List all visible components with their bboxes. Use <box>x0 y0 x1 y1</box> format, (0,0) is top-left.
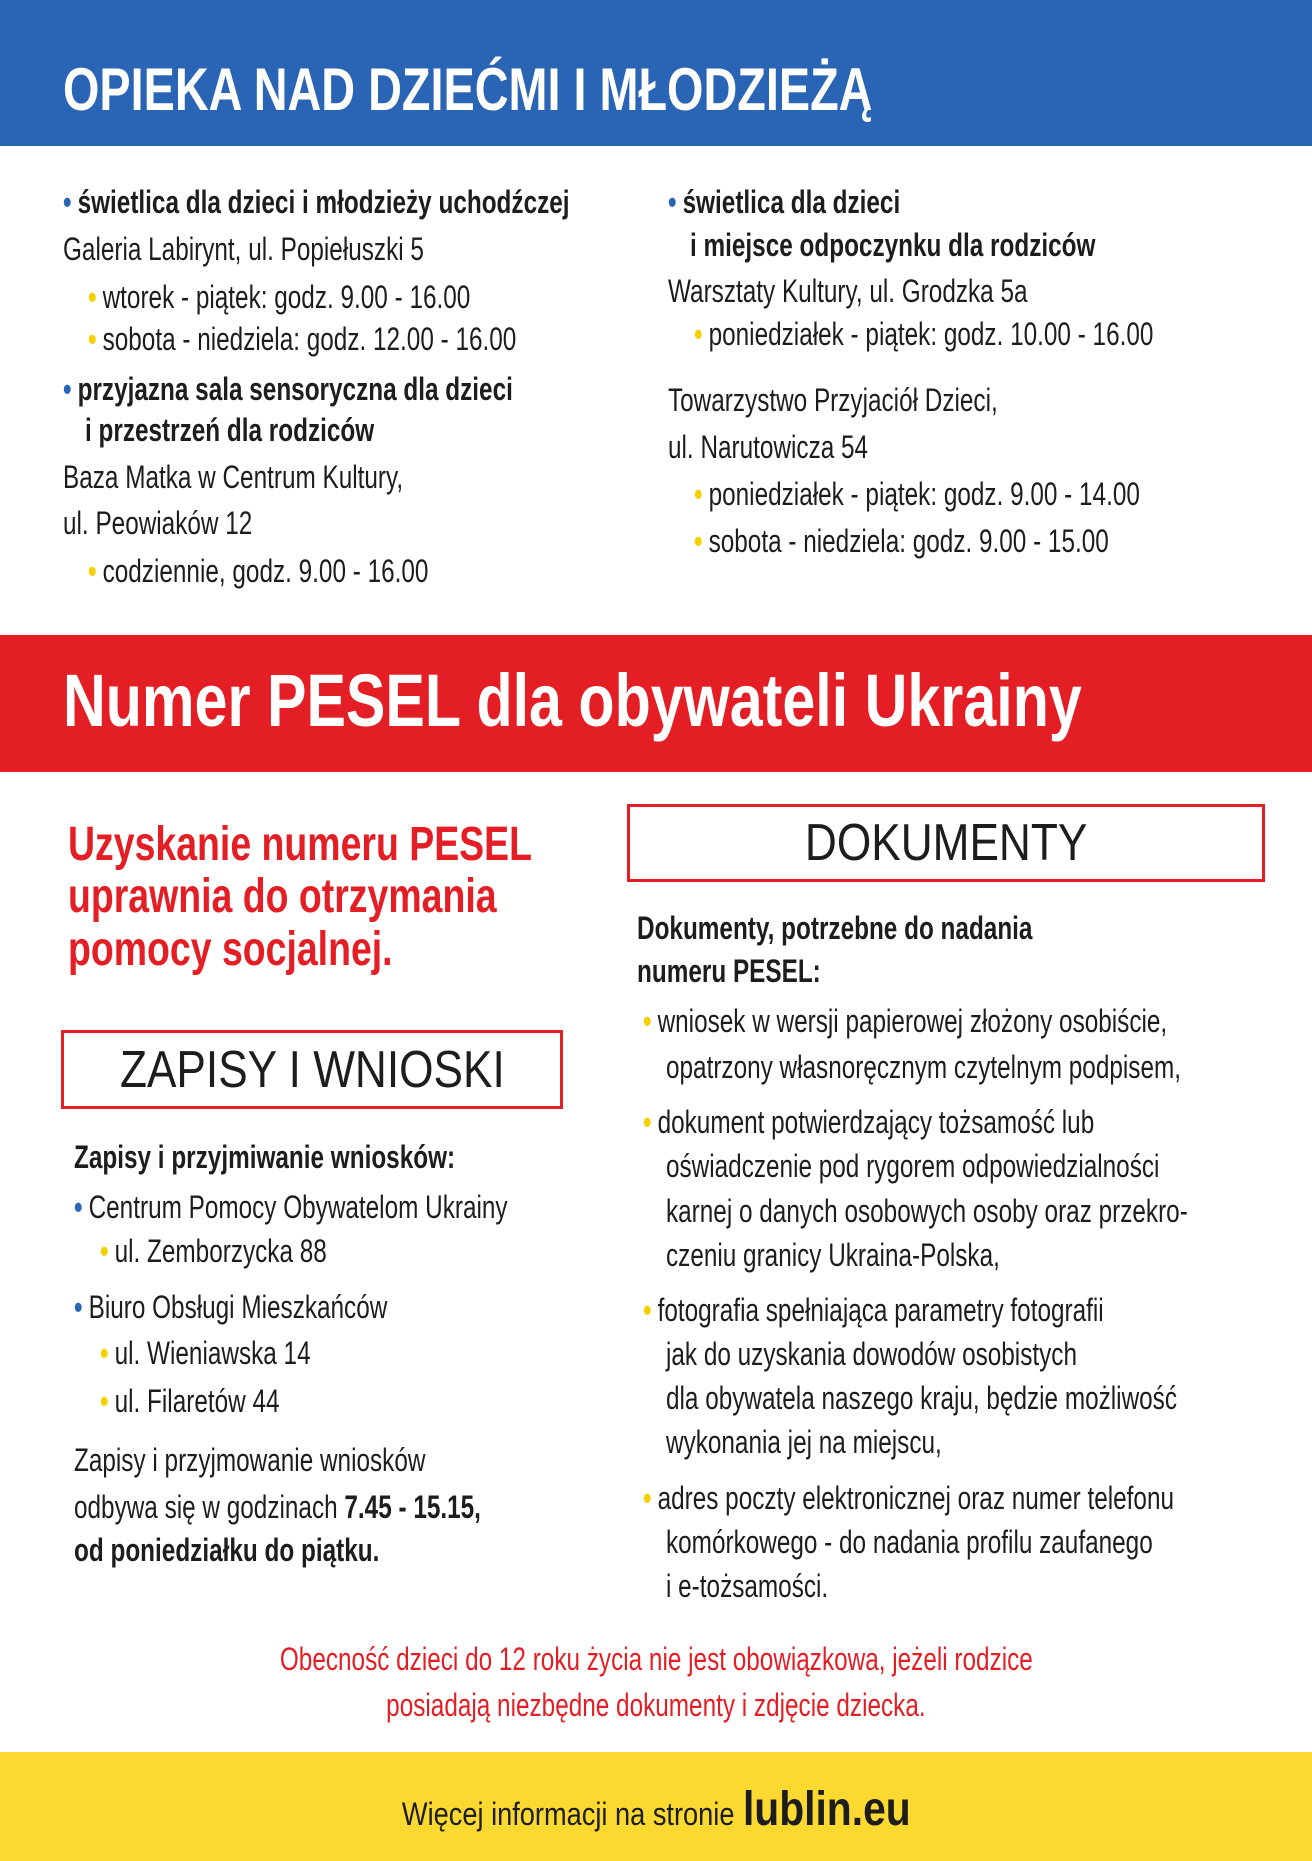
hours-value: 7.45 - 15.15, <box>344 1489 481 1525</box>
item-title-cont: i przestrzeń dla rodziców <box>85 412 375 448</box>
hours-text: Zapisy i przyjmowanie wniosków <box>74 1442 426 1478</box>
document-item: • adres poczty elektronicznej oraz numer … <box>643 1478 1174 1518</box>
document-text: adres poczty elektronicznej oraz numer t… <box>657 1480 1174 1516</box>
dokumenty-box: DOKUMENTY <box>627 804 1265 882</box>
hours-text: sobota - niedziela: godz. 12.00 - 16.00 <box>102 321 517 357</box>
hours: • poniedziałek - piątek: godz. 10.00 - 16… <box>694 314 1153 354</box>
hours-text: poniedziałek - piątek: godz. 10.00 - 16.… <box>708 316 1154 352</box>
header-band-blue <box>0 0 1312 146</box>
document-item: • dokument potwierdzający tożsamość lub <box>643 1102 1094 1142</box>
bullet-icon: • <box>643 1003 652 1039</box>
hours-text: odbywa się w godzinach 7.45 - 15.15, <box>74 1487 481 1527</box>
bullet-icon: • <box>694 476 703 512</box>
bullet-icon: • <box>63 184 72 220</box>
office-address: • ul. Filaretów 44 <box>100 1381 280 1421</box>
bullet-icon: • <box>100 1383 109 1419</box>
zapisy-heading: Zapisy i przyjmiwanie wniosków: <box>74 1139 456 1175</box>
document-text: karnej o danych osobowych osoby oraz prz… <box>666 1193 1188 1229</box>
hours: • poniedziałek - piątek: godz. 9.00 - 14.… <box>694 474 1140 514</box>
address-text: ul. Filaretów 44 <box>114 1383 280 1419</box>
dokumenty-heading: Dokumenty, potrzebne do nadania <box>637 910 1033 946</box>
hours: • codziennie, godz. 9.00 - 16.00 <box>88 551 428 591</box>
document-item: • wniosek w wersji papierowej złożony oso… <box>643 1001 1167 1041</box>
list-item: • świetlica dla dzieci <box>668 182 900 222</box>
hours-text: wtorek - piątek: godz. 9.00 - 16.00 <box>102 279 471 315</box>
hours: • wtorek - piątek: godz. 9.00 - 16.00 <box>88 277 470 317</box>
item-title: świetlica dla dzieci <box>682 184 901 220</box>
bullet-icon: • <box>643 1292 652 1328</box>
zapisy-box: ZAPISY I WNIOSKI <box>61 1030 563 1109</box>
document-text: dokument potwierdzający tożsamość lub <box>657 1104 1095 1140</box>
bullet-icon: • <box>694 523 703 559</box>
office: • Biuro Obsługi Mieszkańców <box>74 1287 387 1327</box>
document-text: dla obywatela naszego kraju, będzie możl… <box>666 1380 1177 1416</box>
document-item: • fotografia spełniająca parametry fotogr… <box>643 1290 1104 1330</box>
bullet-icon: • <box>643 1104 652 1140</box>
item-title: przyjazna sala sensoryczna dla dzieci <box>77 371 513 407</box>
hours-text: poniedziałek - piątek: godz. 9.00 - 14.0… <box>708 476 1140 512</box>
bullet-icon: • <box>100 1335 109 1371</box>
address-text: ul. Zemborzycka 88 <box>114 1233 327 1269</box>
office: • Centrum Pomocy Obywatelom Ukrainy <box>74 1187 508 1227</box>
document-text: i e-tożsamości. <box>666 1568 829 1604</box>
address: Warsztaty Kultury, ul. Grodzka 5a <box>668 273 1028 309</box>
lead-text: pomocy socjalnej. <box>68 923 393 976</box>
bullet-icon: • <box>668 184 677 220</box>
lead-text: uprawnia do otrzymania <box>68 870 497 923</box>
hours: • sobota - niedziela: godz. 9.00 - 15.00 <box>694 521 1109 561</box>
address-text: ul. Wieniawska 14 <box>114 1335 311 1371</box>
hours-text: codziennie, godz. 9.00 - 16.00 <box>102 553 429 589</box>
section-title-pesel: Numer PESEL dla obywateli Ukrainy <box>63 659 1082 742</box>
document-text: jak do uzyskania dowodów osobistych <box>666 1336 1077 1372</box>
bullet-icon: • <box>694 316 703 352</box>
box-title: DOKUMENTY <box>804 814 1088 872</box>
note-text: posiadają niezbędne dokumenty i zdjęcie … <box>386 1687 926 1723</box>
note-text: Obecność dzieci do 12 roku życia nie jes… <box>279 1641 1033 1677</box>
address: Towarzystwo Przyjaciół Dzieci, <box>668 382 998 418</box>
office-name: Centrum Pomocy Obywatelom Ukrainy <box>88 1189 508 1225</box>
item-title: świetlica dla dzieci i młodzieży uchodźc… <box>77 184 570 220</box>
document-text: opatrzony własnoręcznym czytelnym podpis… <box>666 1049 1181 1085</box>
bullet-icon: • <box>74 1189 83 1225</box>
address: Baza Matka w Centrum Kultury, <box>63 459 404 495</box>
note-line: Obecność dzieci do 12 roku życia nie jes… <box>0 1639 1312 1679</box>
hours-text: sobota - niedziela: godz. 9.00 - 15.00 <box>708 523 1109 559</box>
document-text: fotografia spełniająca parametry fotogra… <box>657 1292 1104 1328</box>
hours: • sobota - niedziela: godz. 12.00 - 16.00 <box>88 319 516 359</box>
hours-days: od poniedziałku do piątku. <box>74 1532 380 1568</box>
bullet-icon: • <box>88 321 97 357</box>
address: Galeria Labirynt, ul. Popiełuszki 5 <box>63 231 424 267</box>
header-band-red <box>0 635 1312 772</box>
list-item: • przyjazna sala sensoryczna dla dzieci <box>63 369 513 409</box>
hours-prefix: odbywa się w godzinach <box>74 1489 345 1525</box>
bullet-icon: • <box>643 1480 652 1516</box>
box-title: ZAPISY I WNIOSKI <box>119 1040 505 1099</box>
document-text: komórkowego - do nadania profilu zaufane… <box>666 1524 1153 1560</box>
footer-site-link[interactable]: lublin.eu <box>742 1783 911 1836</box>
document-text: wykonania jej na miejscu, <box>666 1424 942 1460</box>
item-title-cont: i miejsce odpoczynku dla rodziców <box>690 227 1096 263</box>
lead-text: Uzyskanie numeru PESEL <box>68 818 533 871</box>
bullet-icon: • <box>74 1289 83 1325</box>
note-line: posiadają niezbędne dokumenty i zdjęcie … <box>0 1685 1312 1725</box>
bullet-icon: • <box>88 553 97 589</box>
office-name: Biuro Obsługi Mieszkańców <box>88 1289 388 1325</box>
address: ul. Peowiaków 12 <box>63 505 253 541</box>
bullet-icon: • <box>88 279 97 315</box>
bullet-icon: • <box>100 1233 109 1269</box>
section-title-childcare: OPIEKA NAD DZIEĆMI I MŁODZIEŻĄ <box>63 56 873 123</box>
footer-text: Więcej informacji na stronie <box>401 1796 735 1832</box>
office-address: • ul. Zemborzycka 88 <box>100 1231 327 1271</box>
list-item: • świetlica dla dzieci i młodzieży uchodź… <box>63 182 570 222</box>
address: ul. Narutowicza 54 <box>668 429 869 465</box>
document-text: wniosek w wersji papierowej złożony osob… <box>657 1003 1168 1039</box>
office-address: • ul. Wieniawska 14 <box>100 1333 311 1373</box>
dokumenty-heading: numeru PESEL: <box>637 953 821 989</box>
document-text: czeniu granicy Ukraina-Polska, <box>666 1237 1000 1273</box>
bullet-icon: • <box>63 371 72 407</box>
document-text: oświadczenie pod rygorem odpowiedzialnoś… <box>666 1148 1160 1184</box>
footer: Więcej informacji na stronie lublin.eu <box>0 1785 1312 1839</box>
footer-band <box>0 1752 1312 1861</box>
